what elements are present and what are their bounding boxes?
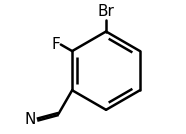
Text: F: F <box>52 37 60 52</box>
Text: N: N <box>25 112 36 127</box>
Text: Br: Br <box>98 4 115 19</box>
